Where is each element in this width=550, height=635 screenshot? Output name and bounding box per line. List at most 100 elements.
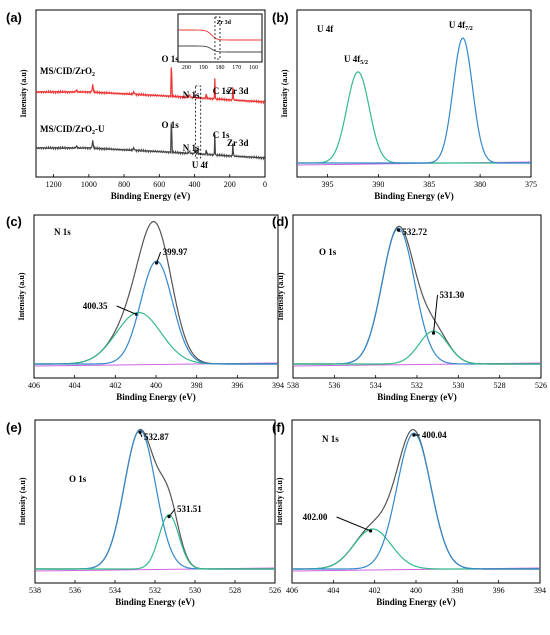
panel-a-xtick-label-5: 200 bbox=[224, 180, 236, 189]
panel-a-inset-label: Zr 3d bbox=[217, 20, 232, 26]
panel-a-inset-tick-1: 190 bbox=[199, 65, 208, 71]
panel-e-xlabel: Binding Energy (eV) bbox=[115, 597, 195, 607]
panel-e-peak-arrow-1 bbox=[168, 508, 176, 517]
panel-f-xtick-label-4: 398 bbox=[451, 586, 463, 595]
panel-a-series-label-1: MS/CID/ZrO2-U bbox=[40, 124, 105, 136]
panel-b-peak-1 bbox=[297, 37, 531, 164]
panel-a-annotation-3: Zr 3d bbox=[227, 86, 249, 96]
panel-d-panel-label: (d) bbox=[272, 214, 289, 229]
panel-b-peak-0 bbox=[297, 71, 531, 164]
panel-f-xtick-label-5: 396 bbox=[493, 586, 505, 595]
panel-b-title: U 4f bbox=[317, 24, 334, 34]
panel-c-ylabel: Intensity (a.u) bbox=[17, 272, 26, 320]
panel-a-xtick-label-6: 0 bbox=[263, 180, 267, 189]
panel-c-peak-0 bbox=[34, 311, 278, 365]
panel-d-xtick-label-3: 532 bbox=[411, 381, 423, 390]
panel-e-xtick-label-6: 526 bbox=[269, 586, 281, 595]
panel-a-frame bbox=[35, 9, 266, 178]
panel-a-xlabel: Binding Energy (eV) bbox=[111, 191, 191, 201]
panel-b-peak-label-0: U 4f5/2 bbox=[344, 54, 368, 66]
panel-f-title: N 1s bbox=[322, 434, 339, 444]
panel-a-xtick-label-3: 600 bbox=[153, 180, 165, 189]
panel-e-xtick-label-3: 532 bbox=[149, 586, 161, 595]
panel-b-ylabel: Intensity (a.u) bbox=[280, 69, 289, 117]
panel-c-peak-arrowhead-1 bbox=[155, 261, 159, 265]
panel-d-ylabel: Intensity (a.u) bbox=[276, 272, 285, 320]
panel-c-xtick-label-3: 400 bbox=[150, 381, 162, 390]
panel-e-xtick-label-0: 538 bbox=[29, 586, 41, 595]
panel-b-panel-label: (b) bbox=[272, 10, 289, 25]
panel-a-series-0 bbox=[35, 67, 266, 105]
panel-f-ylabel: Intensity (a.u) bbox=[275, 477, 284, 525]
panel-c-xtick-label-2: 402 bbox=[109, 381, 121, 390]
panel-f-frame bbox=[291, 419, 541, 584]
panel-c-xtick-label-0: 406 bbox=[28, 381, 40, 390]
panel-a-annotation-0: O 1s bbox=[161, 54, 179, 64]
panel-d-xtick-label-0: 538 bbox=[287, 381, 299, 390]
panel-c-panel-label: (c) bbox=[6, 214, 22, 229]
panel-f-peak-1 bbox=[292, 432, 540, 570]
panel-d-peak-1 bbox=[293, 330, 541, 365]
panel-a-xtick-label-0: 1200 bbox=[46, 180, 62, 189]
panel-a-annotation-6: C 1s bbox=[213, 130, 230, 140]
panel-a-inset-tick-0: 200 bbox=[182, 65, 191, 71]
panel-d-peak-arrowhead-0 bbox=[396, 228, 400, 232]
panel-e-peak-label-0: 532.87 bbox=[144, 432, 169, 442]
panel-b-xtick-label-4: 375 bbox=[525, 180, 537, 189]
panel-b-xtick-label-0: 395 bbox=[322, 180, 334, 189]
panel-f-panel-label: (f) bbox=[272, 420, 285, 435]
panel-b-xtick-label-3: 380 bbox=[474, 180, 486, 189]
panel-f-xtick-label-6: 394 bbox=[534, 586, 546, 595]
panel-a-inset-tick-3: 170 bbox=[232, 65, 241, 71]
panel-a-inset-series-1 bbox=[178, 45, 262, 53]
panel-a-inset-dashed-box bbox=[214, 16, 221, 60]
panel-a-inset-frame bbox=[177, 13, 263, 63]
panel-c-peak-1 bbox=[34, 260, 278, 365]
panel-d-xtick-label-5: 528 bbox=[494, 381, 506, 390]
panel-d-peak-arrowhead-1 bbox=[431, 331, 436, 335]
panel-d-xlabel: Binding Energy (eV) bbox=[377, 392, 457, 402]
panel-c: 406 404 402 400 398 396 394 Binding Energy (eV)… bbox=[6, 214, 284, 402]
panel-a-inset-series-0 bbox=[178, 29, 262, 41]
panel-d-xtick-label-6: 526 bbox=[535, 381, 547, 390]
panel-a-annotation-5: N 1s bbox=[183, 143, 200, 153]
panel-c-peak-arrow-0 bbox=[116, 305, 137, 315]
panel-e-xtick-label-1: 536 bbox=[69, 586, 81, 595]
panel-f-peak-arrowhead-1 bbox=[412, 433, 416, 437]
panel-d-xtick-label-4: 530 bbox=[452, 381, 464, 390]
panel-e: 538 536 534 532 530 528 526 Binding Energy (eV)… bbox=[6, 419, 281, 607]
panel-a-inset-tick-2: 180 bbox=[216, 65, 225, 71]
panel-a-annotation-1: N 1s bbox=[183, 90, 200, 100]
panel-a: 1200 1000 800 600 400 200 0 Binding Energy (eV)… bbox=[6, 9, 267, 201]
panel-a-xtick-label-4: 400 bbox=[189, 180, 201, 189]
panel-a-annotation-8: U 4f bbox=[192, 160, 209, 170]
panel-a-annotation-4: O 1s bbox=[161, 120, 179, 130]
panel-a-xtick-label-2: 800 bbox=[118, 180, 130, 189]
panel-b-xtick-label-1: 390 bbox=[372, 180, 384, 189]
panel-e-panel-label: (e) bbox=[6, 420, 22, 435]
panel-e-xtick-label-4: 530 bbox=[189, 586, 201, 595]
panel-a-ylabel: Intensity (a.u) bbox=[19, 69, 28, 117]
panel-e-peak-1 bbox=[35, 514, 275, 570]
panel-d-xtick-label-2: 534 bbox=[370, 381, 382, 390]
panel-b: 395 390 385 380 375 Binding Energy (eV) Intens… bbox=[272, 9, 537, 201]
panel-f-peak-arrowhead-0 bbox=[369, 529, 373, 533]
panel-c-xtick-label-1: 404 bbox=[69, 381, 81, 390]
panel-c-frame bbox=[33, 214, 279, 379]
panel-d-xtick-label-1: 536 bbox=[328, 381, 340, 390]
panel-a-u4f-dashed-box bbox=[195, 85, 202, 159]
panel-d: 538 536 534 532 530 528 526 Binding Energy (eV)… bbox=[272, 214, 547, 402]
panel-c-peak-label-0: 400.35 bbox=[83, 301, 108, 311]
panel-f-xtick-label-1: 404 bbox=[327, 586, 339, 595]
panel-a-inset-tick-4: 160 bbox=[249, 65, 258, 71]
panel-f-envelope bbox=[292, 428, 540, 570]
panel-b-frame bbox=[296, 9, 532, 178]
panel-c-xlabel: Binding Energy (eV) bbox=[116, 392, 196, 402]
panel-e-frame bbox=[34, 419, 276, 584]
panel-f-xtick-label-2: 402 bbox=[369, 586, 381, 595]
panel-c-peak-arrow-1 bbox=[156, 251, 162, 264]
panel-f: 406 404 402 400 398 396 394 Binding Energy (eV)… bbox=[272, 419, 546, 607]
panel-a-inset: 200 190 180 170 160 Zr 3d bbox=[177, 13, 263, 71]
panel-f-peak-label-0: 402.00 bbox=[303, 512, 328, 522]
